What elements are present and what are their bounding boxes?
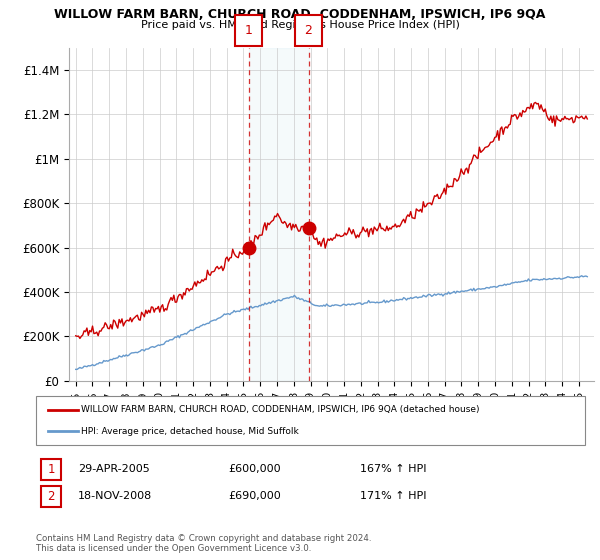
Bar <box>249 48 308 381</box>
Text: WILLOW FARM BARN, CHURCH ROAD, CODDENHAM, IPSWICH, IP6 9QA: WILLOW FARM BARN, CHURCH ROAD, CODDENHAM… <box>55 8 545 21</box>
Text: 2: 2 <box>47 489 55 503</box>
Text: 2: 2 <box>305 24 313 37</box>
Text: £690,000: £690,000 <box>228 491 281 501</box>
Text: 29-APR-2005: 29-APR-2005 <box>78 464 150 474</box>
Text: WILLOW FARM BARN, CHURCH ROAD, CODDENHAM, IPSWICH, IP6 9QA (detached house): WILLOW FARM BARN, CHURCH ROAD, CODDENHAM… <box>81 405 479 414</box>
Text: Price paid vs. HM Land Registry's House Price Index (HPI): Price paid vs. HM Land Registry's House … <box>140 20 460 30</box>
Text: 1: 1 <box>47 463 55 476</box>
Text: 1: 1 <box>245 24 253 37</box>
Text: 167% ↑ HPI: 167% ↑ HPI <box>360 464 427 474</box>
Text: 18-NOV-2008: 18-NOV-2008 <box>78 491 152 501</box>
Text: HPI: Average price, detached house, Mid Suffolk: HPI: Average price, detached house, Mid … <box>81 427 299 436</box>
Text: Contains HM Land Registry data © Crown copyright and database right 2024.
This d: Contains HM Land Registry data © Crown c… <box>36 534 371 553</box>
Text: £600,000: £600,000 <box>228 464 281 474</box>
Text: 171% ↑ HPI: 171% ↑ HPI <box>360 491 427 501</box>
